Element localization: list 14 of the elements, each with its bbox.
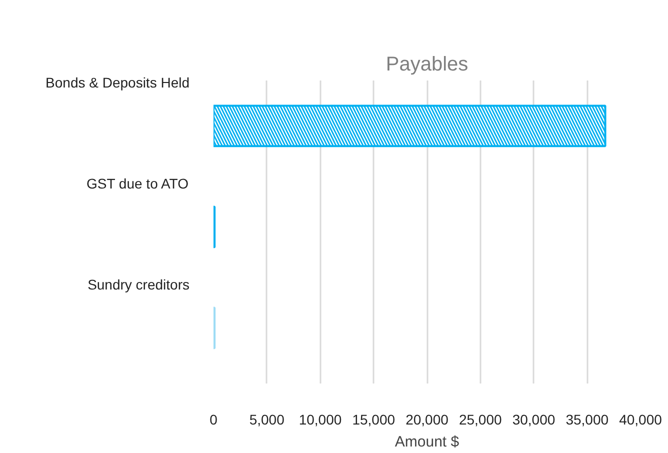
y-tick-label: GST due to ATO (86, 176, 189, 192)
x-tick-label: 20,000 (406, 412, 449, 428)
x-tick-label: 0 (210, 412, 218, 428)
x-tick-label: 40,000 (619, 412, 662, 428)
x-tick-label: 25,000 (458, 412, 502, 428)
x-axis-title: Amount $ (394, 434, 460, 450)
x-tick-label: 15,000 (352, 412, 396, 428)
y-tick-label: Sundry creditors (88, 276, 190, 293)
x-tick-label: 5,000 (249, 412, 285, 428)
x-tick-label: 30,000 (512, 412, 556, 428)
chart-title: Payables (386, 54, 468, 76)
x-tick-label: 10,000 (298, 412, 342, 428)
y-tick-label: Bonds & Deposits Held (46, 74, 190, 91)
x-tick-label: 35,000 (566, 412, 609, 428)
